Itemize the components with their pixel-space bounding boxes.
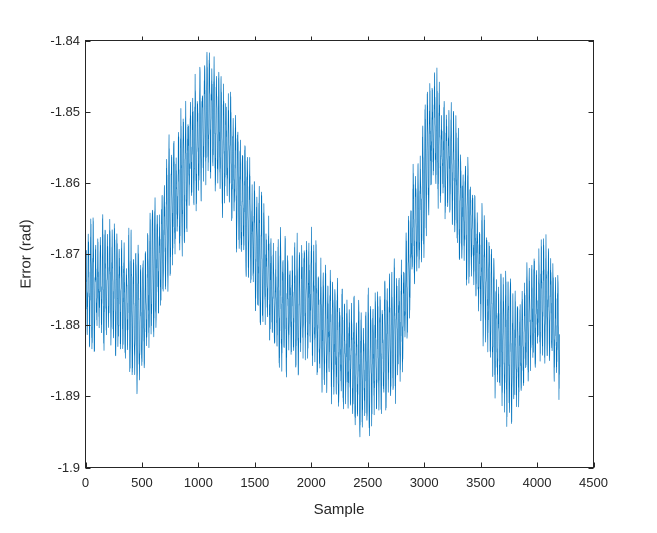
x-tick-label-4000: 4000 (522, 475, 552, 490)
x-tick-label-3500: 3500 (466, 475, 496, 490)
y-tick-label--1.87: -1.87 (50, 246, 80, 261)
y-tick-label--1.88: -1.88 (50, 317, 80, 333)
x-tick-label-1000: 1000 (183, 475, 213, 490)
y-tick-label--1.85: -1.85 (50, 103, 80, 119)
x-tick-label-500: 500 (131, 475, 153, 490)
y-axis-label: Error (rad) (17, 219, 35, 289)
x-tick-label-4500: 4500 (579, 475, 608, 490)
y-tick-label--1.89: -1.89 (50, 388, 80, 404)
x-tick-label-2500: 2500 (353, 475, 383, 490)
y-tick-label--1.84: -1.84 (50, 32, 80, 48)
x-axis-label: Sample (313, 501, 365, 518)
x-tick-label-0: 0 (81, 475, 90, 490)
x-tick-label-2000: 2000 (296, 475, 326, 490)
x-tick-label-1500: 1500 (240, 475, 270, 490)
y-tick-label--1.9: -1.9 (57, 459, 80, 475)
x-tick-label-3000: 3000 (409, 475, 439, 490)
y-tick-label--1.86: -1.86 (50, 174, 80, 190)
